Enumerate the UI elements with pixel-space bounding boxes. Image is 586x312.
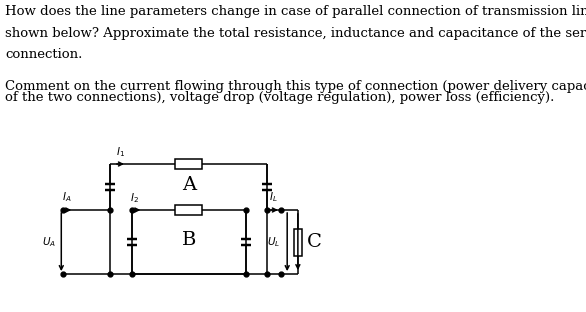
Text: C: C (306, 233, 321, 251)
Text: B: B (182, 231, 196, 249)
Text: $U_A$: $U_A$ (42, 235, 56, 249)
Bar (294, 228, 302, 256)
Text: How does the line parameters change in case of parallel connection of transmissi: How does the line parameters change in c… (5, 5, 586, 18)
Text: $I_2$: $I_2$ (130, 191, 139, 204)
Text: $I_A$: $I_A$ (62, 190, 71, 204)
Text: $I_1$: $I_1$ (116, 145, 125, 158)
Text: $U_L$: $U_L$ (267, 235, 280, 249)
Text: shown below? Approximate the total resistance, inductance and capacitance of the: shown below? Approximate the total resis… (5, 27, 586, 40)
Text: Comment on the current flowing through this type of connection (power delivery c: Comment on the current flowing through t… (5, 80, 586, 92)
Bar (175, 159, 202, 169)
Text: of the two connections), voltage drop (voltage regulation), power loss (efficien: of the two connections), voltage drop (v… (5, 91, 554, 104)
Text: connection.: connection. (5, 48, 83, 61)
Text: A: A (182, 176, 196, 194)
Text: $I_L$: $I_L$ (268, 190, 277, 204)
Bar (175, 205, 202, 215)
